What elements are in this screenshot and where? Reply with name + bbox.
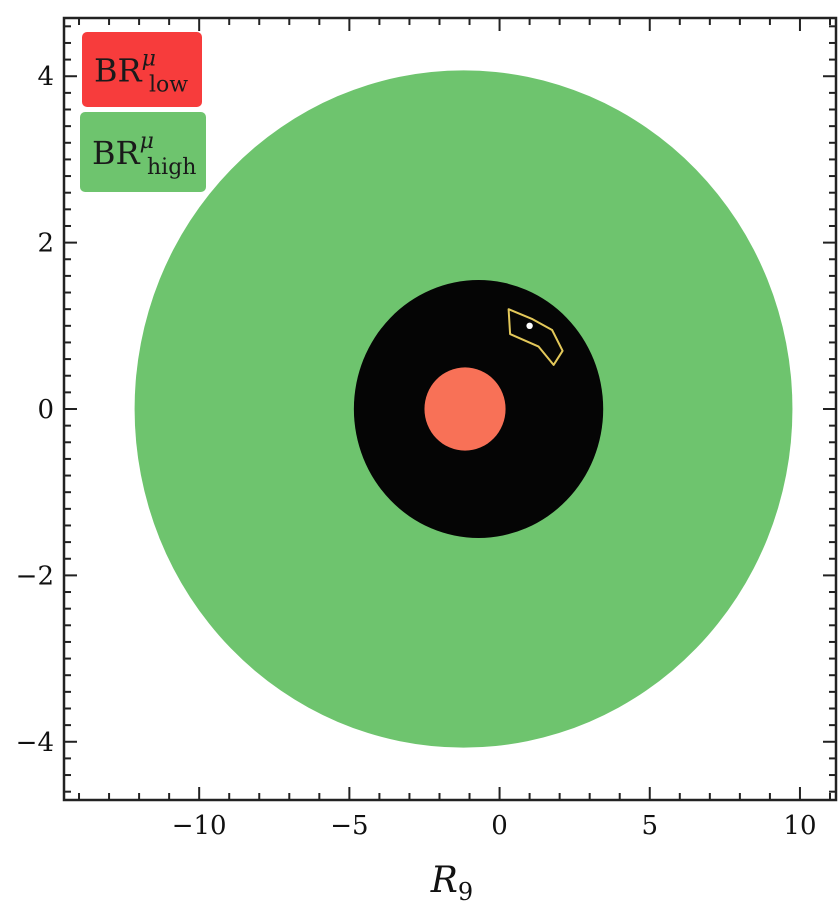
outline-region: [507, 308, 564, 366]
legend-label-subscript: low: [149, 73, 188, 98]
ticks-layer: −10 −5 0 5 10 −4 −2 0 2 4: [16, 18, 836, 841]
legend-label-base: BR: [92, 134, 141, 172]
x-axis-title-base: R: [430, 860, 458, 901]
legend-swatch-low: [82, 32, 202, 107]
x-tick-label: 0: [491, 811, 508, 841]
x-axis-title: R9: [430, 860, 473, 901]
y-tick-label: 4: [37, 62, 54, 92]
y-tick-label: −4: [16, 728, 54, 758]
legend-label-base: BR: [94, 52, 143, 90]
y-tick-label: 2: [37, 229, 54, 259]
legend-label-superscript: μ: [140, 129, 154, 154]
legend-item-high: BRμ high: [80, 112, 206, 192]
legend-label-low: BRμ low: [94, 47, 188, 98]
x-tick-label: 5: [641, 811, 658, 841]
y-tick-label: −2: [16, 561, 54, 591]
legend-swatch-high: [80, 112, 206, 192]
x-tick-label: −5: [330, 811, 368, 841]
y-tick-label: 0: [37, 395, 54, 425]
x-tick-label: 10: [783, 811, 816, 841]
best-fit-point: [526, 322, 533, 330]
legend-label-subscript: high: [147, 155, 196, 180]
legend-label-high: BRμ high: [92, 129, 196, 180]
legend-label-superscript: μ: [142, 47, 156, 72]
regions-layer: [134, 70, 793, 748]
x-tick-label: −10: [172, 811, 227, 841]
legend-item-low: BRμ low: [82, 32, 202, 107]
x-axis-title-subscript: 9: [458, 878, 473, 901]
region-low: [424, 367, 506, 451]
